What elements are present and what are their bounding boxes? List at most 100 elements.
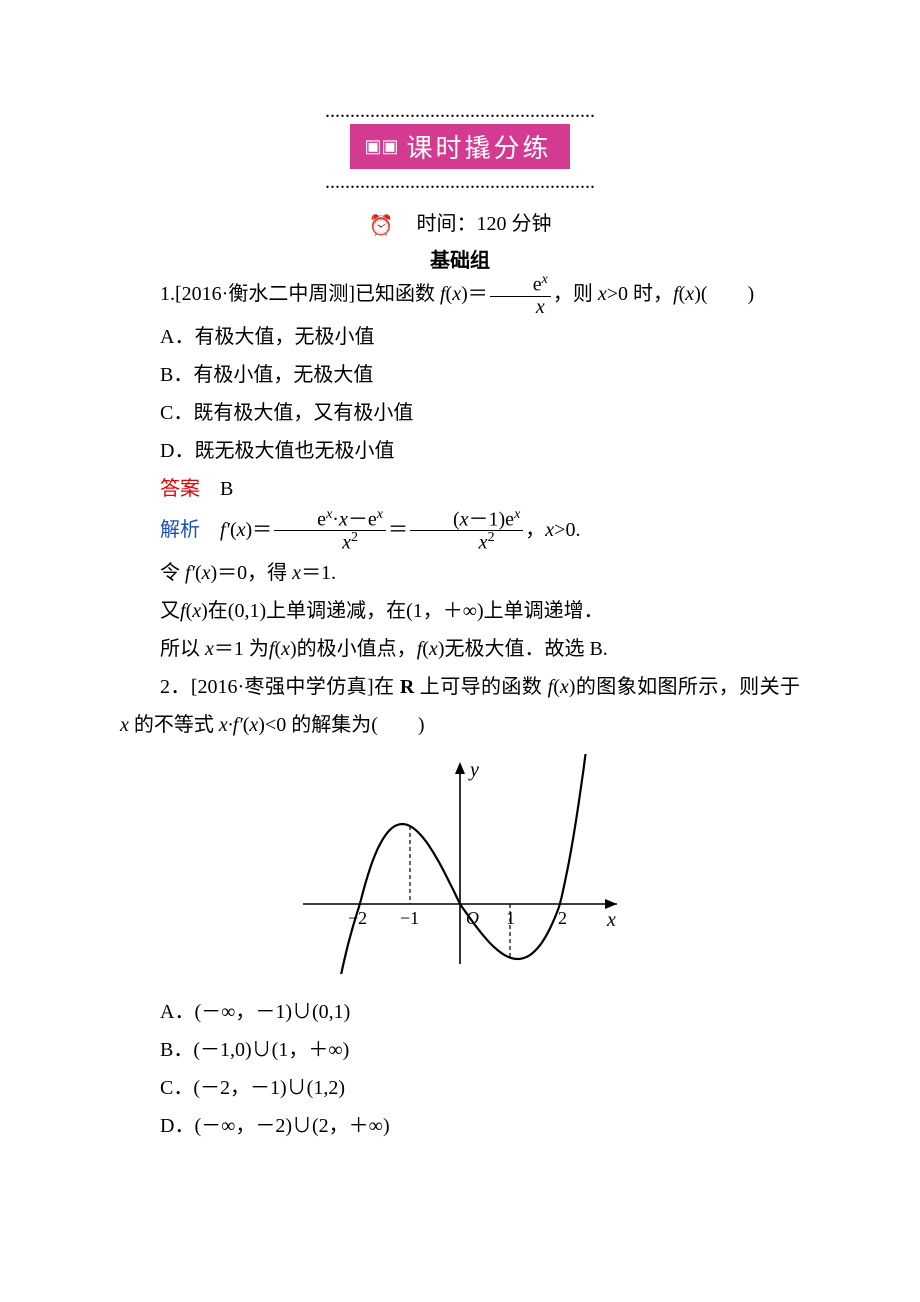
header-block: ........................................… [120,100,800,273]
f2s: x [514,507,520,522]
q1-stem-suffix: ，则 [553,283,598,305]
f2c: －1)e [469,508,515,530]
a-cond: x [545,518,554,540]
l4c: ＝1 为 [214,638,269,660]
q1-option-d: D．既无极大值也无极小值 [120,432,800,470]
f1mid: · [332,508,339,530]
l3e: )在(0,1)上单调递减，在(1，＋∞)上单调递增． [201,600,604,622]
l4k: )无极大值．故选 B. [438,638,608,660]
l2e: )＝0，得 [211,562,293,584]
q2-graph-svg: y x O −2 −1 1 2 [295,754,625,974]
dots-top: ........................................… [120,100,800,122]
f2d2: 2 [488,530,495,545]
f1e: e [317,508,326,530]
q1-x3: x [685,283,694,305]
q2-stem: 2．[2016·枣强中学仿真]在 R 上可导的函数 f(x)的图象如图所示，则关… [120,668,800,744]
q1-tail: )( ) [694,283,754,305]
time-text: 时间：120 分钟 [416,213,551,235]
q1-answer-line: 答案 B [120,470,800,508]
svg-text:O: O [466,908,479,928]
q2-option-b: B．(－1,0)∪(1，＋∞) [120,1031,800,1069]
q2e: 的不等式 [129,714,219,736]
q1-answer-value: B [200,478,233,500]
a-frac2: (x－1)exx2 [410,508,523,554]
l4b: x [205,638,214,660]
l4a: 所以 [160,638,205,660]
q1-frac-num-sup: x [542,272,548,287]
l4j: x [429,638,438,660]
a-x1: x [237,518,246,540]
q1-stem: 1.[2016·衡水二中周测]已知函数 f(x)＝exx，则 x>0 时，f(x… [120,273,800,318]
q2d: )的图象如图所示，则关于 [569,676,800,698]
f2a: ( [453,508,460,530]
l2b: f′ [185,562,195,584]
svg-text:−2: −2 [348,908,367,928]
l2g: ＝1. [301,562,336,584]
svg-text:1: 1 [506,908,515,928]
l3a: 又 [160,600,180,622]
l3d: x [192,600,201,622]
q1-option-a: A．有极大值，无极小值 [120,318,800,356]
q1-analysis-2: 令 f′(x)＝0，得 x＝1. [120,554,800,592]
f2b: x [460,508,469,530]
f1x: x [339,508,348,530]
a-cond2: >0. [554,518,580,540]
l2f: x [292,562,301,584]
q1-x: x [452,283,461,305]
clock-icon: ⏰ [369,213,394,238]
q1-analysis-3: 又f(x)在(0,1)上单调递减，在(1，＋∞)上单调递增． [120,592,800,630]
sp1 [200,518,220,540]
q2-option-d: D．(－∞，－2)∪(2，＋∞) [120,1107,800,1145]
svg-text:x: x [606,909,616,931]
banner-text: 课时撬分练 [407,128,552,165]
q1-frac: exx [490,273,551,318]
l4g: )的极小值点， [290,638,417,660]
q1-frac-num-e: e [533,274,542,296]
l2d: x [202,562,211,584]
q1-analysis-4: 所以 x＝1 为f(x)的极小值点，f(x)无极大值．故选 B. [120,630,800,668]
a-p1: ( [230,518,237,540]
svg-text:2: 2 [558,908,567,928]
q2c: ( [553,676,560,698]
q1-analysis-1: 解析 f′(x)＝ex·x－exx2＝(x－1)exx2，x>0. [120,508,800,554]
group-title: 基础组 [120,244,800,273]
q2-option-c: C．(－2，－1)∪(1,2) [120,1069,800,1107]
f1m: －e [348,508,377,530]
l2c: ( [195,562,202,584]
l4f: x [281,638,290,660]
q1-eq: )＝ [461,283,488,305]
a-eq2: )＝ [246,518,273,540]
book-icon: ▣▣ [364,136,398,157]
q1-stem-prefix: 1.[2016·衡水二中周测]已知函数 [160,283,440,305]
section-banner: ▣▣ 课时撬分练 [350,124,569,169]
page: ........................................… [0,0,920,1302]
q1-option-b: B．有极小值，无极大值 [120,356,800,394]
a-eq4: ， [525,518,545,540]
q2-figure: y x O −2 −1 1 2 [120,754,800,979]
q1-when: >0 时， [607,283,673,305]
q2g: )<0 的解集为( ) [258,714,424,736]
l2a: 令 [160,562,185,584]
f2d: x [479,532,488,554]
q1-frac-den: x [536,296,545,318]
q2-option-a: A．(－∞，－1)∪(0,1) [120,993,800,1031]
q2R: R [400,676,414,698]
analysis-label: 解析 [160,518,200,540]
q2a: 2．[2016·枣强中学仿真]在 [160,676,400,698]
time-line: ⏰ 时间：120 分钟 [120,207,800,238]
q2xf: x·f′ [219,714,243,736]
answer-label: 答案 [160,478,200,500]
q2x2: x [120,714,129,736]
dots-bottom: ........................................… [120,171,800,193]
svg-text:−1: −1 [400,908,419,928]
q2x3: x [249,714,258,736]
q2b: 上可导的函数 [414,676,547,698]
f1d2: 2 [351,530,358,545]
l4i: ( [422,638,429,660]
a-frac1: ex·x－exx2 [274,508,386,554]
svg-text:y: y [468,759,479,781]
q2x: x [560,676,569,698]
q1-option-c: C．既有极大值，又有极小值 [120,394,800,432]
a-fprime: f′ [220,518,230,540]
f1s2: x [377,507,383,522]
